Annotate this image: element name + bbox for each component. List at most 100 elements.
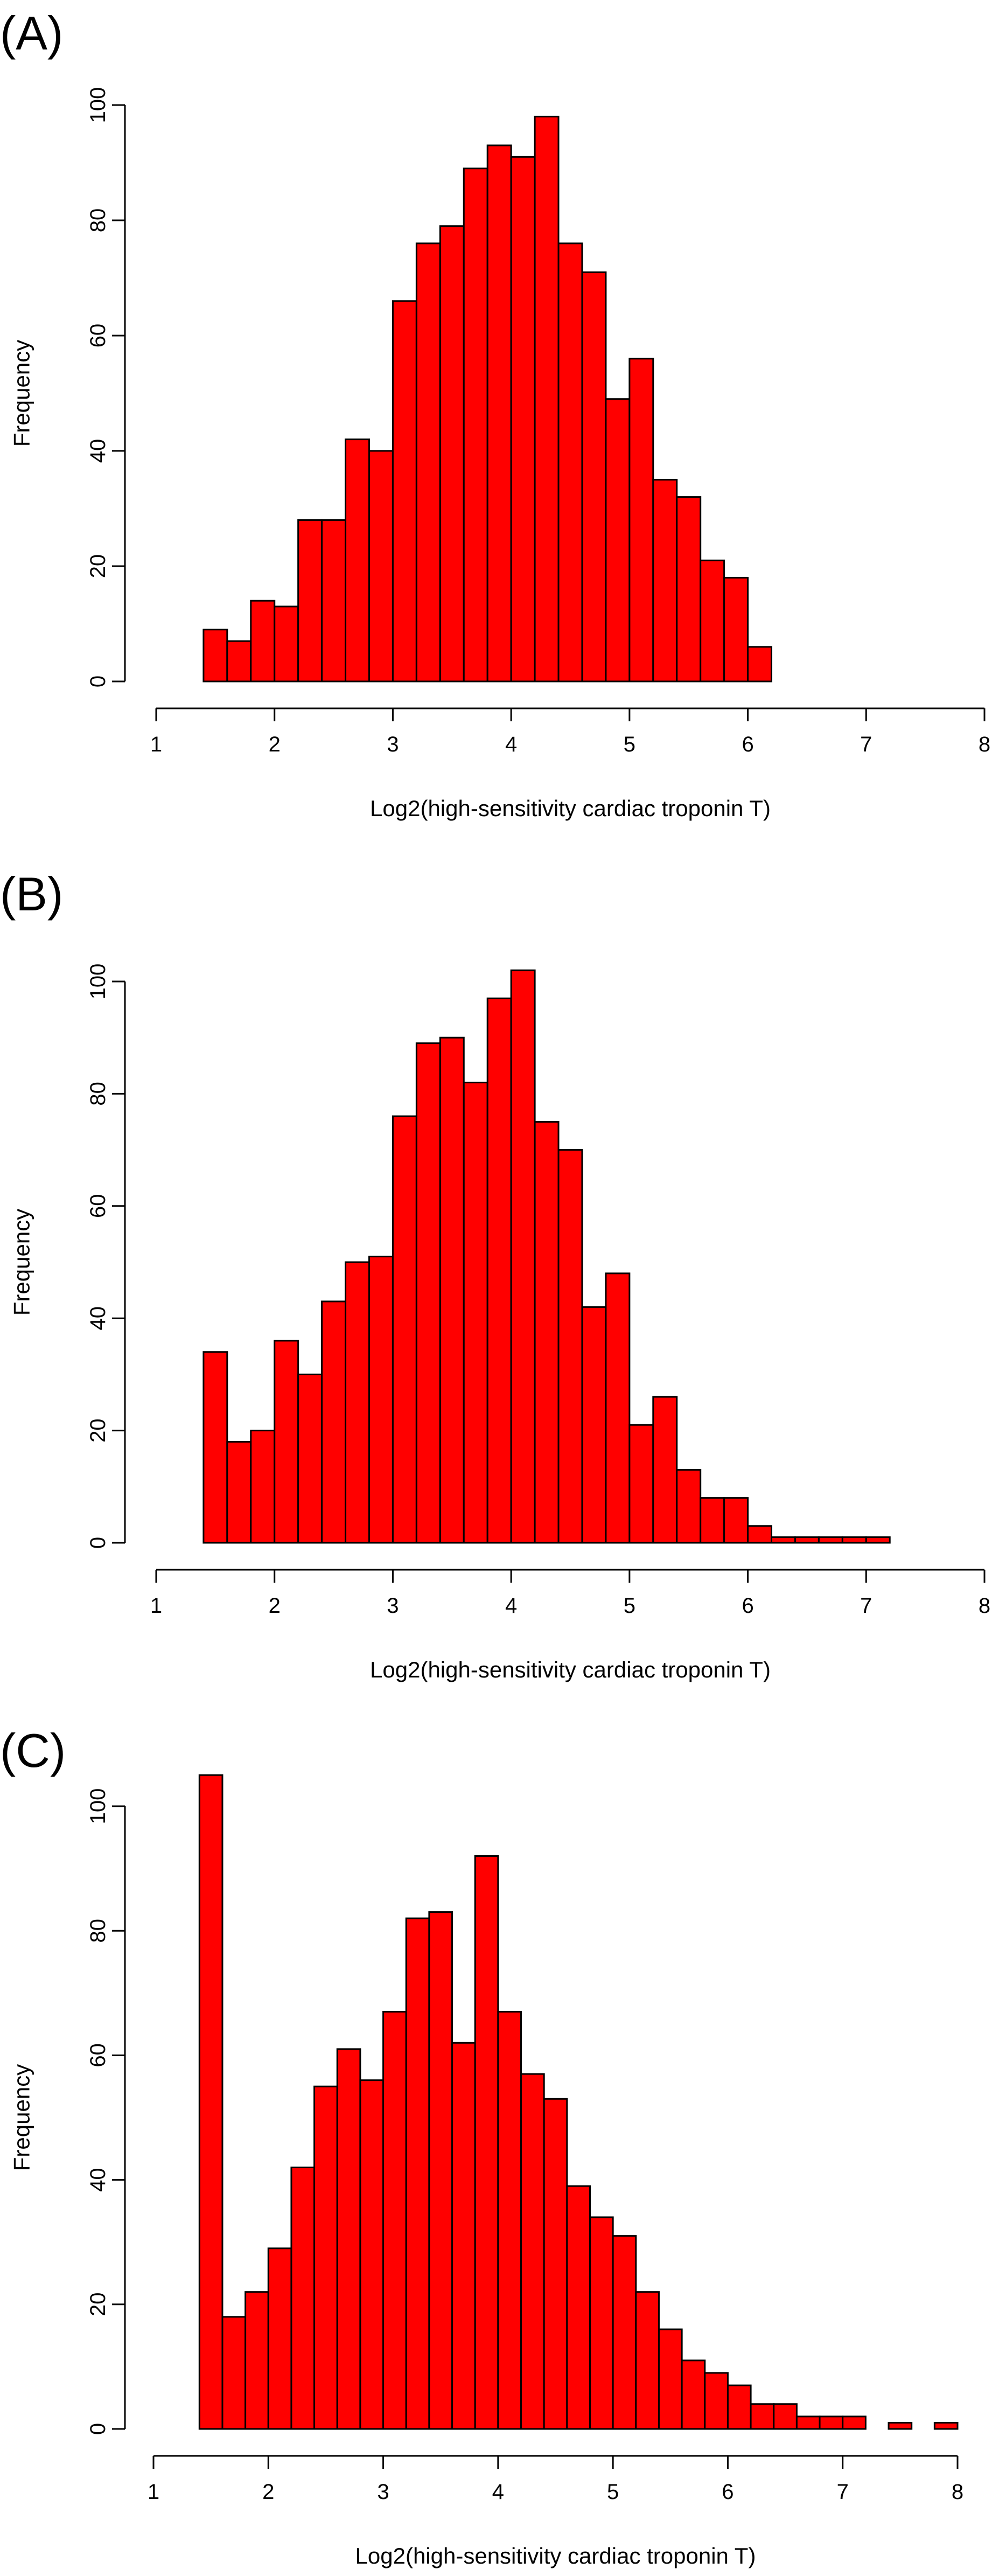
y-tick-label: 40 [86,439,110,463]
histogram-bar [771,1536,796,1544]
x-axis: 1 2 3 4 5 6 7 8 Log2(high-sensitivity cardiac tr… [150,707,990,821]
histogram-bar [520,2073,545,2430]
x-tick-label: 6 [742,1594,753,1618]
histogram-bar [451,2042,476,2430]
bars [202,969,891,1544]
x-tick-label: 3 [387,1594,399,1618]
y-tick-label: 80 [86,208,110,233]
histogram-bar [463,1082,488,1544]
y-tick-label: 40 [86,1306,110,1331]
histogram-bar [359,2079,385,2430]
histogram-bar [581,1306,607,1544]
histogram-bar [415,242,441,683]
histogram-bar [274,1340,299,1544]
histogram-bar [543,2098,568,2430]
histogram-bar [841,1536,867,1544]
x-axis: 1 2 3 4 5 6 7 8 Log2(high-sensitivity cardiac tr… [150,1569,990,1682]
x-tick-label: 4 [492,2480,504,2504]
histogram-bar [405,1917,430,2430]
histogram-bar [297,1373,323,1544]
x-tick-label: 5 [607,2480,619,2504]
histogram-bar [392,1115,417,1544]
histogram-bar [628,358,654,683]
histogram-bar [392,300,417,683]
histogram-bar [474,1855,499,2430]
histogram-bar [439,1036,465,1544]
x-axis: 1 2 3 4 5 6 7 8 Log2(high-sensitivity cardiac tr… [148,2455,963,2568]
x-tick-label: 6 [722,2480,733,2504]
x-axis-title: Log2(high-sensitivity cardiac troponin T… [370,1657,771,1682]
y-tick-label: 0 [86,2423,110,2435]
x-tick-label: 1 [150,1594,162,1618]
histogram-bar [628,1424,654,1544]
histogram-bar [321,519,347,683]
histogram-bar [933,2421,959,2430]
histogram-bar [439,225,465,683]
histogram-bar [486,997,512,1544]
histogram-bar [321,1300,347,1544]
histogram-bar [534,1121,560,1544]
histogram-bar [382,2010,407,2430]
y-axis-title: Frequency [9,1209,34,1315]
histogram-bar [202,1351,228,1544]
y-tick-label: 20 [86,1418,110,1443]
histogram-bar [345,438,370,683]
x-tick-label: 1 [148,2480,159,2504]
histogram-bar [345,1261,370,1544]
histogram-bar [605,1272,631,1544]
histogram-bar [605,398,631,683]
histogram-bar [566,2185,591,2430]
histogram-bar [794,1536,820,1544]
y-tick-label: 40 [86,2168,110,2192]
histogram-bar [819,2415,844,2430]
x-tick-label: 6 [742,733,753,756]
y-tick-label: 60 [86,1194,110,1219]
histogram-bar [581,271,607,683]
panel-label: (C) [0,1724,66,1777]
histogram-bar [589,2216,614,2430]
y-tick-label: 100 [86,1788,110,1825]
histogram-bar [681,2359,706,2430]
y-tick-label: 80 [86,1919,110,1943]
y-tick-label: 100 [86,87,110,123]
y-tick-label: 0 [86,676,110,687]
histogram-bar [290,2166,316,2430]
x-tick-label: 8 [952,2480,963,2504]
histogram-bar [226,1440,252,1544]
x-tick-label: 8 [979,1594,990,1618]
histogram-bar [510,156,536,683]
y-tick-label: 80 [86,1082,110,1105]
histogram-bar [676,1469,702,1544]
y-tick-label: 60 [86,324,110,348]
histogram-bar [336,2048,361,2430]
histogram-bar [486,144,512,683]
panel-label: (A) [0,6,63,60]
histogram-bar [747,646,773,683]
histogram-bar [842,2415,867,2430]
histogram-bar [888,2421,913,2430]
y-tick-label: 20 [86,554,110,579]
histogram-bar [652,1396,678,1544]
histogram-bar [415,1042,441,1544]
y-axis-title: Frequency [9,340,34,447]
y-tick-label: 0 [86,1537,110,1549]
histogram-bar [773,2403,798,2430]
bars [202,115,773,683]
histogram-bar [497,2010,522,2430]
histogram-bar [818,1536,843,1544]
x-tick-label: 7 [860,1594,872,1618]
x-tick-label: 3 [387,733,399,756]
histogram-bar [368,1256,394,1544]
histogram-bar [297,519,323,683]
histogram-bar [510,969,536,1544]
histogram-bar [428,1911,453,2430]
y-tick-label: 100 [86,964,110,1000]
histogram-bar [267,2247,292,2430]
y-axis: 0 20 40 60 80 100 Frequency [9,964,126,1549]
x-tick-label: 5 [624,1594,635,1618]
histogram-bar [250,600,276,683]
x-tick-label: 7 [860,733,872,756]
histogram-bar [226,640,252,683]
histogram-bar [723,1497,749,1544]
